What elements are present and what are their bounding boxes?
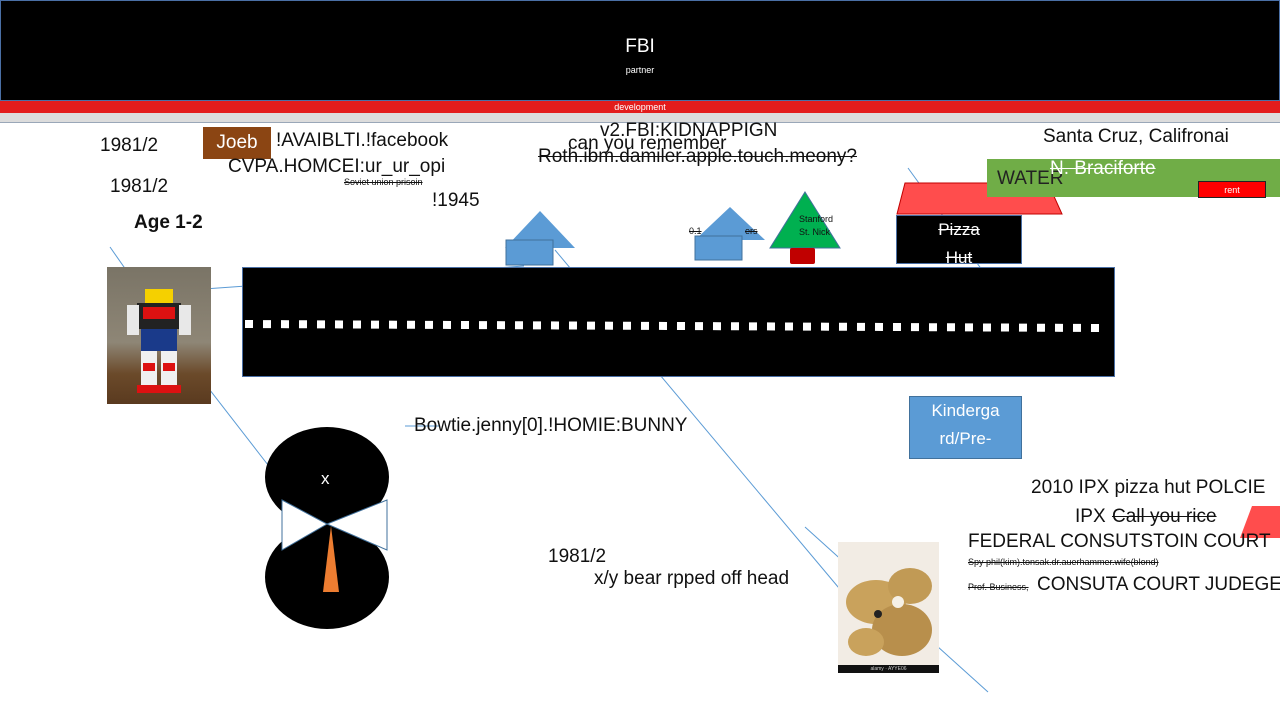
roth-label: Roth.ibm.damiler.apple.touch.meony?	[538, 146, 857, 167]
pizza-hut-box: Pizza Hut	[896, 215, 1022, 267]
kinder-label-1: Kinderga	[931, 401, 1000, 420]
development-bar-label: development	[614, 102, 666, 112]
tree-trunk	[790, 248, 815, 264]
candle-flame-shape	[323, 526, 339, 592]
banner-subtitle: partner	[625, 65, 655, 75]
santa-cruz-label: Santa Cruz, Califronai	[1043, 126, 1229, 147]
federal-court-label: FEDERAL CONSUTSTOIN COURT	[968, 531, 1271, 552]
house-roof-large	[505, 211, 575, 248]
robot-toy-photo	[107, 267, 211, 404]
development-bar	[0, 101, 1280, 113]
year-label-1: 1981/2	[100, 135, 159, 156]
corner-roof-shape	[1240, 506, 1280, 538]
prof-label: Prof. Business,	[968, 582, 1029, 592]
pizza-label-2: Hut	[945, 248, 973, 267]
kinder-label-2: rd/Pre-	[939, 429, 992, 448]
soviet-label: Soviet union prisoin	[344, 177, 423, 187]
bowtie-shape	[281, 499, 329, 551]
ipx-label: IPX	[1075, 506, 1106, 527]
road-lane-markings	[244, 320, 1104, 332]
bowtie-label: Bowtie.jenny[0].!HOMIE:BUNNY	[414, 415, 688, 436]
banner-title: FBI	[625, 36, 655, 57]
road	[242, 267, 1115, 377]
year-1945-label: !1945	[432, 190, 480, 211]
facebook-label: !AVAIBLTI.!facebook	[276, 130, 449, 151]
house-body-large	[505, 239, 554, 266]
bowtie-shape-right	[325, 499, 388, 551]
water-label: WATER	[997, 168, 1064, 189]
year-label-2: 1981/2	[110, 176, 169, 197]
year-label-3: 1981/2	[548, 546, 607, 567]
small-house-label-suffix: ers	[745, 226, 758, 236]
ipx-2010-label: 2010 IPX pizza hut POLCIE	[1031, 477, 1266, 498]
kinder-label-3: Scoot	[910, 453, 1021, 458]
name-tag: Joeb	[203, 127, 271, 159]
remember-label: can you remember	[568, 133, 727, 154]
teddy-bear-photo: alamy · AYYE06	[838, 542, 939, 673]
rent-box: rent	[1198, 181, 1266, 198]
cvpa-label: CVPA.HOMCEI:ur_ur_opi	[228, 156, 446, 177]
kidnapping-label: v2.FBI:KIDNAPPIGN	[600, 120, 778, 141]
age-label: Age 1-2	[134, 212, 203, 233]
tree-label-1: Stanford	[799, 214, 834, 224]
hourglass-top-shape	[265, 427, 389, 527]
hourglass-mark: x	[321, 469, 330, 488]
banner	[0, 0, 1280, 101]
house-body-small	[694, 235, 743, 261]
consuta-label: CONSUTA COURT JUDEGE	[1037, 574, 1280, 595]
bear-label: x/y bear rpped off head	[594, 568, 790, 589]
pizza-label-1: Pizza	[938, 220, 980, 239]
bear-photo-caption: alamy · AYYE06	[838, 665, 939, 673]
tree-label-2: St. Nick	[799, 227, 831, 237]
kindergarten-box: Kinderga rd/Pre- Scoot	[909, 396, 1022, 459]
call-rice-label: Call you rice	[1112, 506, 1217, 527]
house-roof-small	[695, 207, 765, 240]
grey-bar	[0, 113, 1280, 123]
spy-label: Spy phil(kim).tonsak.dr.auerhammer.wife(…	[968, 557, 1159, 567]
small-house-label: 0.1	[689, 226, 702, 236]
braciforte-label: N. Braciforte	[1050, 158, 1156, 179]
